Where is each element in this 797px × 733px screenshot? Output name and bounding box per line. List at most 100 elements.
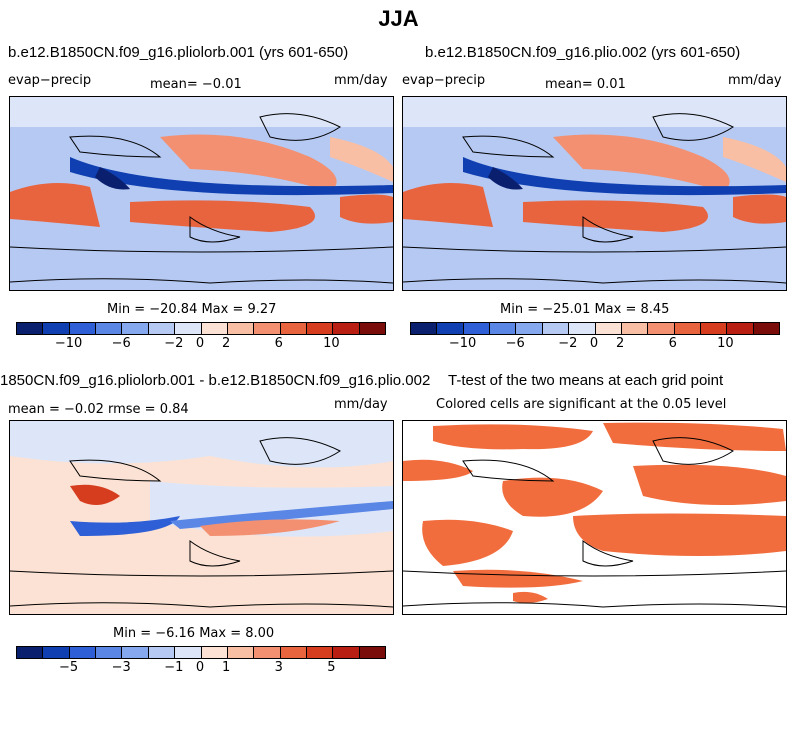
colorbar-swatch — [43, 647, 70, 658]
colorbar-swatch — [306, 647, 334, 658]
sig-region — [403, 459, 473, 481]
colorbar-swatch — [122, 647, 149, 658]
north-atlantic-positive — [723, 137, 786, 182]
colorbar-tick: −6 — [505, 336, 525, 351]
coastlines — [10, 437, 393, 577]
north-pacific-positive — [160, 134, 337, 192]
colorbar-swatch — [148, 323, 176, 334]
south-indian-positive — [10, 183, 100, 227]
colorbar-swatch — [201, 647, 228, 658]
significant-cells — [403, 422, 786, 604]
south-pacific-positive — [130, 200, 315, 232]
colorbar-swatch — [280, 323, 307, 334]
colorbar-swatch — [306, 323, 334, 334]
equatorial-negative — [170, 501, 393, 529]
colorbar-swatch — [254, 647, 281, 658]
colorbar-tick: −3 — [111, 660, 131, 675]
colorbar-top-right — [410, 322, 780, 335]
colorbar-tick: 2 — [615, 336, 625, 351]
north-pacific-positive — [553, 134, 730, 192]
colorbar-swatch — [175, 323, 202, 334]
antarctic-coast — [403, 278, 786, 284]
colorbar-tick: −10 — [54, 336, 83, 351]
panel-title-bottom-left-text: 1850CN.f09_g16.pliolorb.001 - b.e12.B185… — [0, 372, 431, 389]
map-top-right — [402, 96, 787, 291]
south-pacific-positive — [523, 200, 708, 232]
colorbar-swatch — [359, 647, 386, 658]
coastlines — [403, 113, 786, 253]
map-svg-top-right — [403, 97, 786, 290]
colorbar-tick: −2 — [558, 336, 578, 351]
colorbar-swatch — [227, 323, 255, 334]
map-bottom-left — [9, 420, 394, 615]
colorbar-swatch — [463, 323, 491, 334]
colorbar-swatch — [69, 323, 97, 334]
colorbar-tick: 0 — [195, 660, 205, 675]
unit-label-top-left: mm/day — [334, 73, 388, 88]
colorbar-swatch — [254, 323, 281, 334]
variable-label-top-left: evap−precip — [8, 73, 92, 88]
colorbar-swatch — [674, 323, 701, 334]
coastlines — [10, 113, 393, 253]
panel-title-bottom-right: T-test of the two means at each grid poi… — [448, 372, 724, 389]
colorbar-ticks-top-left: −10 −6 −2 0 2 6 10 — [16, 336, 384, 352]
colorbar-swatch — [753, 323, 780, 334]
sig-region — [573, 513, 786, 556]
north-negative-area — [10, 421, 393, 468]
mean-label-top-right: mean= 0.01 — [545, 77, 626, 92]
south-atlantic-positive — [340, 194, 393, 224]
colorbar-top-left — [16, 322, 386, 335]
colorbar-tick: 0 — [195, 336, 205, 351]
panel-title-bottom-left: 1850CN.f09_g16.pliolorb.001 - b.e12.B185… — [0, 372, 440, 389]
map-svg-top-left — [10, 97, 393, 290]
map-top-left — [9, 96, 394, 291]
colorbar-tick: 1 — [221, 660, 231, 675]
itcz-band — [70, 157, 393, 196]
south-atlantic-positive — [733, 194, 786, 224]
arabian-positive — [70, 484, 120, 505]
colorbar-tick: 6 — [668, 336, 677, 351]
sig-region — [603, 422, 786, 451]
colorbar-swatch — [700, 323, 728, 334]
panel-title-top-left: b.e12.B1850CN.f09_g16.pliolorb.001 (yrs … — [8, 44, 349, 61]
colorbar-swatch — [227, 647, 255, 658]
minmax-top-left: Min = −20.84 Max = 9.27 — [107, 302, 277, 317]
north-atlantic-positive — [330, 137, 393, 182]
colorbar-tick: 0 — [589, 336, 599, 351]
sig-region — [502, 477, 603, 517]
minmax-bottom-left: Min = −6.16 Max = 8.00 — [113, 626, 275, 641]
colorbar-swatch — [359, 323, 386, 334]
colorbar-swatch — [333, 647, 360, 658]
indian-ocean-negative — [70, 516, 180, 536]
colorbar-tick: 5 — [327, 660, 336, 675]
colorbar-swatch — [122, 323, 149, 334]
colorbar-tick: −10 — [448, 336, 477, 351]
unit-label-bottom-left: mm/day — [334, 397, 388, 412]
monsoon-core — [95, 167, 130, 190]
colorbar-swatch — [17, 647, 44, 658]
monsoon-core — [488, 167, 523, 190]
colorbar-swatch — [516, 323, 543, 334]
colorbar-swatch — [43, 323, 70, 334]
antarctic-coast — [403, 602, 786, 608]
antarctic-coast — [10, 278, 393, 284]
colorbar-swatch — [727, 323, 754, 334]
main-title: JJA — [378, 6, 419, 31]
colorbar-swatch — [542, 323, 570, 334]
arctic-band — [10, 97, 393, 127]
variable-label-top-right: evap−precip — [402, 73, 486, 88]
colorbar-swatch — [621, 323, 649, 334]
colorbar-swatch — [280, 647, 307, 658]
colorbar-tick: −6 — [111, 336, 131, 351]
map-svg-bottom-left — [10, 421, 393, 614]
colorbar-ticks-bottom-left: −5 −3 −1 0 1 3 5 — [16, 660, 384, 676]
colorbar-tick: 3 — [274, 660, 283, 675]
colorbar-swatch — [411, 323, 438, 334]
colorbar-swatch — [175, 647, 202, 658]
colorbar-swatch — [201, 323, 228, 334]
colorbar-swatch — [69, 647, 97, 658]
colorbar-tick: −5 — [59, 660, 79, 675]
colorbar-tick: 10 — [323, 336, 340, 351]
panel-title-top-right: b.e12.B1850CN.f09_g16.plio.002 (yrs 601-… — [425, 44, 741, 61]
colorbar-tick: −2 — [164, 336, 184, 351]
